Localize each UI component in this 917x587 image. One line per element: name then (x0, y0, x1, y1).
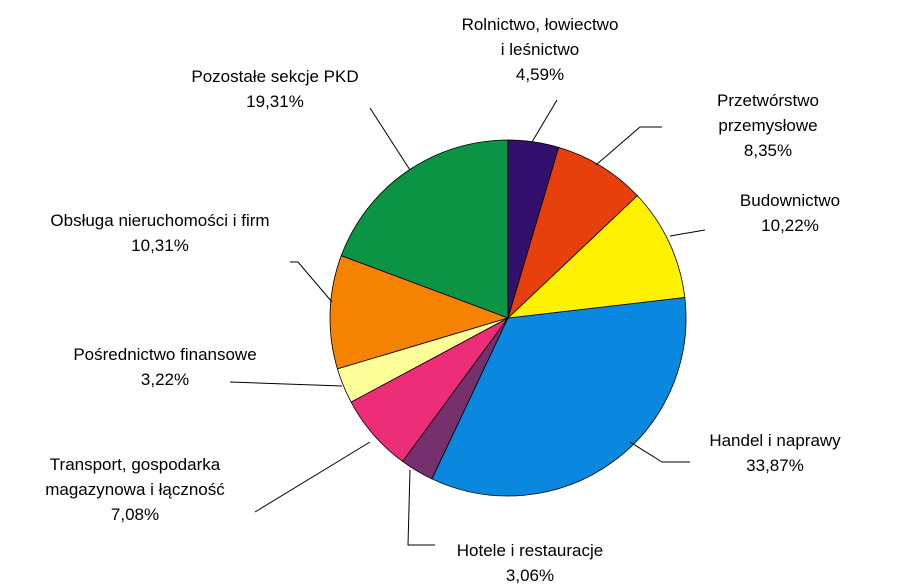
label-text: Transport, gospodarka magazynowa i łączn… (45, 455, 225, 499)
label-text: Handel i naprawy (709, 431, 841, 450)
label-text: 4,59% (515, 65, 565, 84)
leader-line (531, 99, 558, 143)
label-text: 10,31% (131, 236, 189, 255)
leader-line (229, 381, 343, 387)
label-text: 3,22% (140, 370, 190, 389)
label-text: Przetwórstwo przemysłowe (716, 91, 820, 135)
label-text: 8,35% (743, 141, 793, 160)
leader-line (669, 229, 706, 237)
label-text: 7,08% (110, 505, 160, 524)
leader-line (595, 126, 662, 166)
label-text: 33,87% (746, 456, 804, 475)
label-text: Budownictwo (739, 191, 841, 210)
leader-line (629, 441, 690, 463)
label-text: 19,31% (246, 92, 304, 111)
slice-label: Pośrednictwo finansowe 3,22% (73, 342, 256, 392)
slice-label: Przetwórstwo przemysłowe 8,35% (694, 88, 843, 163)
label-text: Rolnictwo, łowiectwo i leśnictwo (461, 15, 619, 59)
slice-label: Handel i naprawy 33,87% (709, 428, 840, 478)
pie-slice (507, 146, 638, 320)
label-text: Hotele i restauracje (456, 541, 604, 560)
slice-label: Obsługa nieruchomości i firm 10,31% (50, 208, 269, 258)
label-text: Pośrednictwo finansowe (73, 345, 257, 364)
label-text: 10,22% (761, 216, 819, 235)
slice-label: Budownictwo 10,22% (740, 188, 840, 238)
pie-slice (329, 255, 510, 370)
leader-line (290, 261, 333, 303)
leader-line (369, 107, 411, 171)
pie-slice (506, 195, 686, 319)
label-text: Obsługa nieruchomości i firm (50, 211, 270, 230)
pie-slice (431, 296, 687, 497)
leader-line (254, 441, 371, 513)
slice-label: Hotele i restauracje 3,06% (457, 538, 603, 587)
label-text: 3,06% (505, 566, 555, 585)
slice-label: Rolnictwo, łowiectwo i leśnictwo 4,59% (462, 12, 619, 87)
slice-label: Pozostałe sekcje PKD 19,31% (191, 64, 358, 114)
leader-lines (229, 99, 706, 546)
slice-label: Transport, gospodarka magazynowa i łączn… (45, 452, 225, 527)
leader-line (407, 469, 435, 546)
pie-slice (340, 139, 509, 319)
label-text: Pozostałe sekcje PKD (191, 67, 359, 86)
pie-slice (507, 139, 560, 319)
